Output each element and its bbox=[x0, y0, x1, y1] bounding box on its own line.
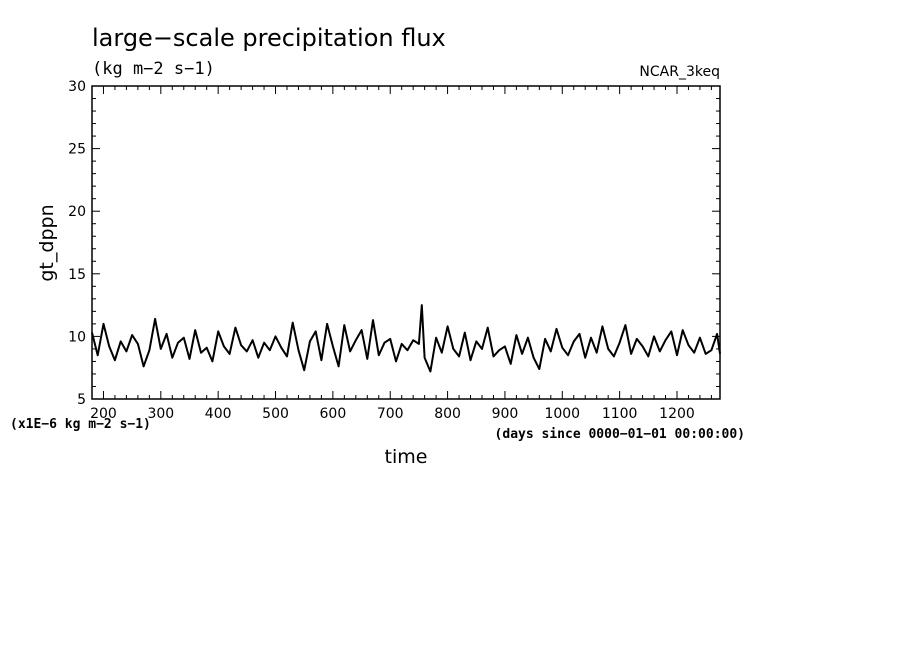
y-tick-label: 15 bbox=[68, 267, 86, 283]
y-tick-label: 5 bbox=[77, 392, 86, 408]
source-label: NCAR_3keq bbox=[639, 64, 720, 80]
x-tick-label: 1000 bbox=[544, 406, 580, 422]
x-axis-label: time bbox=[385, 446, 428, 468]
chart-units-subtitle: (kg m−2 s−1) bbox=[92, 59, 215, 79]
series-line bbox=[91, 304, 721, 373]
x-tick-label: 1100 bbox=[602, 406, 638, 422]
x-units-label: (days since 0000−01−01 00:00:00) bbox=[495, 427, 745, 442]
y-tick-label: 25 bbox=[68, 142, 86, 158]
x-tick-label: 900 bbox=[492, 406, 519, 422]
y-axis-ticks: 5 10 15 20 25 30 bbox=[68, 79, 720, 408]
y-tick-label: 30 bbox=[68, 79, 86, 95]
x-tick-label: 800 bbox=[434, 406, 461, 422]
x-tick-label: 1200 bbox=[659, 406, 695, 422]
y-axis-label: gt_dppn bbox=[36, 204, 58, 281]
x-tick-label: 200 bbox=[90, 406, 117, 422]
y-tick-label: 10 bbox=[68, 329, 86, 345]
chart-title: large−scale precipitation flux bbox=[92, 24, 446, 52]
y-tick-label: 20 bbox=[68, 204, 86, 220]
plot-frame bbox=[91, 85, 721, 400]
x-tick-label: 500 bbox=[262, 406, 289, 422]
x-tick-label: 700 bbox=[377, 406, 404, 422]
x-tick-label: 400 bbox=[205, 406, 232, 422]
x-tick-label: 600 bbox=[320, 406, 347, 422]
x-tick-label: 300 bbox=[147, 406, 174, 422]
y-scale-label: (x1E−6 kg m−2 s−1) bbox=[10, 417, 151, 432]
